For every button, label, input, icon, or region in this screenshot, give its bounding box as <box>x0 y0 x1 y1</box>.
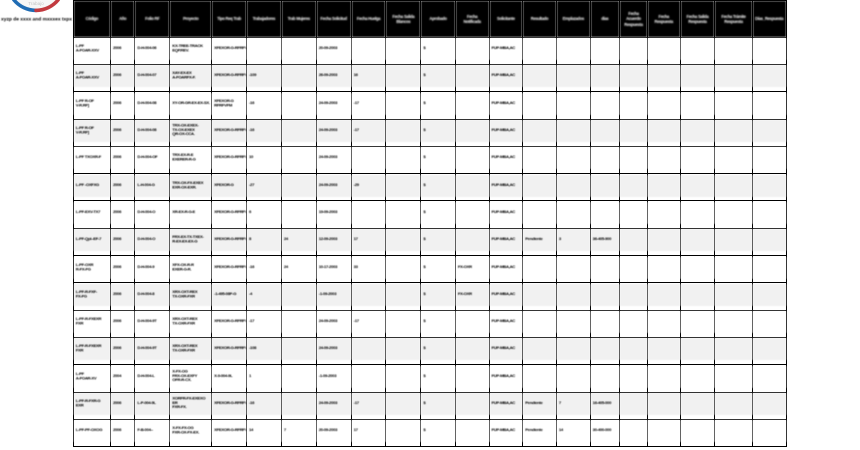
svg-text:Trabajo: Trabajo <box>28 1 44 6</box>
